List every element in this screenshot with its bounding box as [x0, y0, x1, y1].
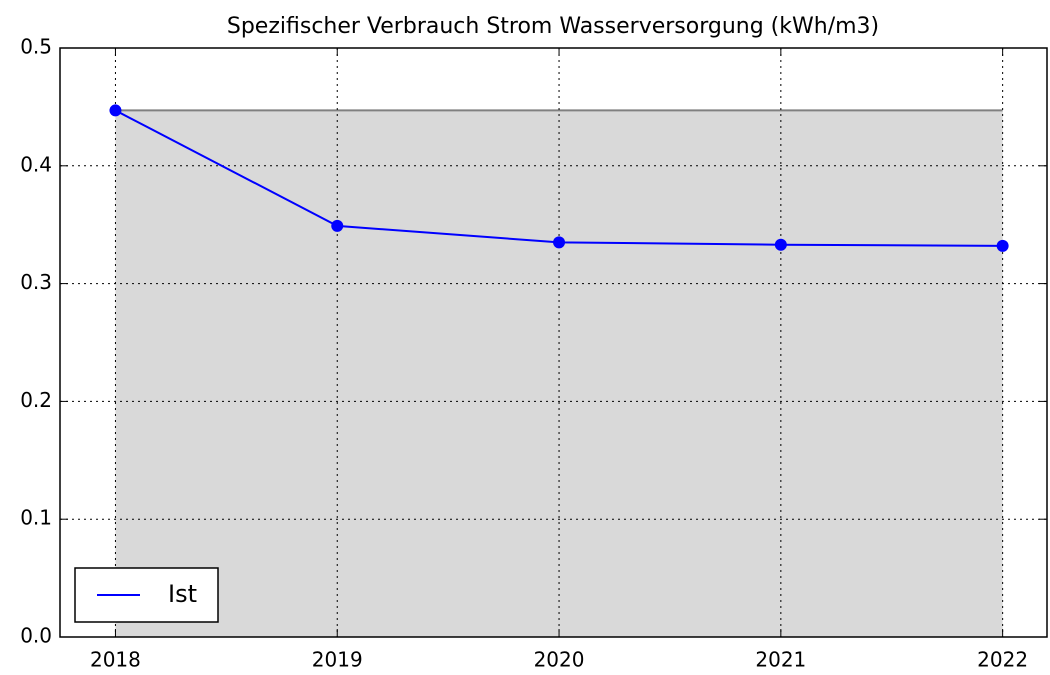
series-marker: [774, 238, 787, 251]
y-tick-label: 0.3: [20, 270, 52, 294]
series-marker: [331, 219, 344, 232]
series-marker: [996, 239, 1009, 252]
x-tick-label: 2022: [977, 648, 1028, 672]
x-tick-label: 2018: [90, 648, 141, 672]
y-tick-label: 0.0: [20, 624, 52, 648]
y-tick-label: 0.1: [20, 506, 52, 530]
x-tick-label: 2021: [755, 648, 806, 672]
y-tick-label: 0.4: [20, 152, 52, 176]
chart-title: Spezifischer Verbrauch Strom Wasserverso…: [227, 14, 879, 39]
series-marker: [109, 104, 122, 117]
plot-frame: [59, 47, 1048, 638]
legend-label: Ist: [168, 580, 197, 608]
y-tick-label: 0.5: [20, 35, 52, 59]
x-tick-label: 2019: [312, 648, 363, 672]
series-marker: [553, 236, 566, 249]
x-tick-label: 2020: [534, 648, 585, 672]
y-tick-label: 0.2: [20, 388, 52, 412]
